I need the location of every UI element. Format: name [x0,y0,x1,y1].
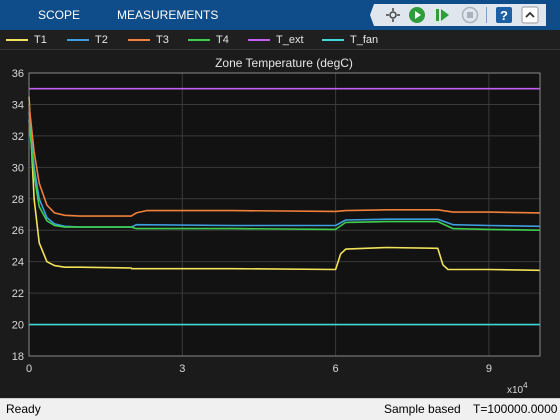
status-bar: Ready Sample based T=100000.0000 [0,398,560,420]
grid-lines [28,72,540,357]
legend-item-t-fan[interactable]: T_fan [322,30,378,50]
legend-swatch [248,39,270,41]
y-tick-label: 26 [12,225,24,237]
legend-swatch [322,39,344,41]
run-icon[interactable] [407,4,427,26]
x-exponent-label: x104 [507,381,528,396]
y-tick-label: 28 [12,194,24,206]
y-tick-label: 34 [12,99,24,111]
series-line-t2 [28,112,541,228]
y-tick-label: 18 [12,351,24,363]
series-line-t4 [28,120,541,231]
legend-item-t1[interactable]: T1 [6,30,47,50]
legend-item-t2[interactable]: T2 [67,30,108,50]
legend-label: T3 [156,34,169,46]
plot-panel: 18 20 22 24 26 28 30 32 34 36 0 3 6 9 Zone Temperatur… [0,50,560,398]
status-state: Ready [6,402,41,416]
y-tick-label: 20 [12,320,24,332]
legend-item-t3[interactable]: T3 [128,30,169,50]
stop-icon[interactable] [460,4,480,26]
legend-swatch [128,39,150,41]
plot-area [29,73,540,356]
y-tick-label: 36 [12,68,24,80]
legend-label: T2 [95,34,108,46]
legend-swatch [188,39,210,41]
y-tick-label: 22 [12,288,24,300]
plot-legend: T1 T2 T3 T4 T_ext T_fan [0,30,560,50]
tab-measurements[interactable]: MEASUREMENTS [117,8,219,22]
collapse-icon[interactable] [520,4,540,26]
legend-label: T_ext [276,34,304,46]
x-tick-label: 6 [333,363,339,375]
chart-title: Zone Temperature (degC) [215,56,353,70]
y-tick-label: 30 [12,162,24,174]
legend-label: T1 [34,34,47,46]
axes-border [28,72,541,357]
legend-label: T_fan [350,34,379,46]
legend-item-t4[interactable]: T4 [188,30,229,50]
zoom-pan-icon[interactable] [383,4,403,26]
toolbar-separator [486,7,487,23]
scope-toolstrip: SCOPE MEASUREMENTS ? [0,0,560,30]
legend-swatch [67,39,89,41]
legend-label: T4 [216,34,229,46]
help-icon[interactable]: ? [494,4,514,26]
legend-item-t-ext[interactable]: T_ext [248,30,304,50]
status-mode: Sample based [384,402,461,416]
series-line-t1 [28,96,541,272]
axes-frame [28,72,541,357]
y-tick-label: 32 [12,131,24,143]
step-forward-icon[interactable] [432,4,452,26]
x-tick-label: 9 [486,363,492,375]
x-tick-label: 0 [26,363,32,375]
series-lines [28,87,541,326]
series-line-t3 [28,104,541,217]
y-tick-label: 24 [12,257,24,269]
x-tick-label: 3 [179,363,185,375]
svg-text:?: ? [500,8,508,23]
tab-scope[interactable]: SCOPE [38,8,81,22]
legend-swatch [6,39,28,41]
status-time: T=100000.0000 [473,402,558,416]
